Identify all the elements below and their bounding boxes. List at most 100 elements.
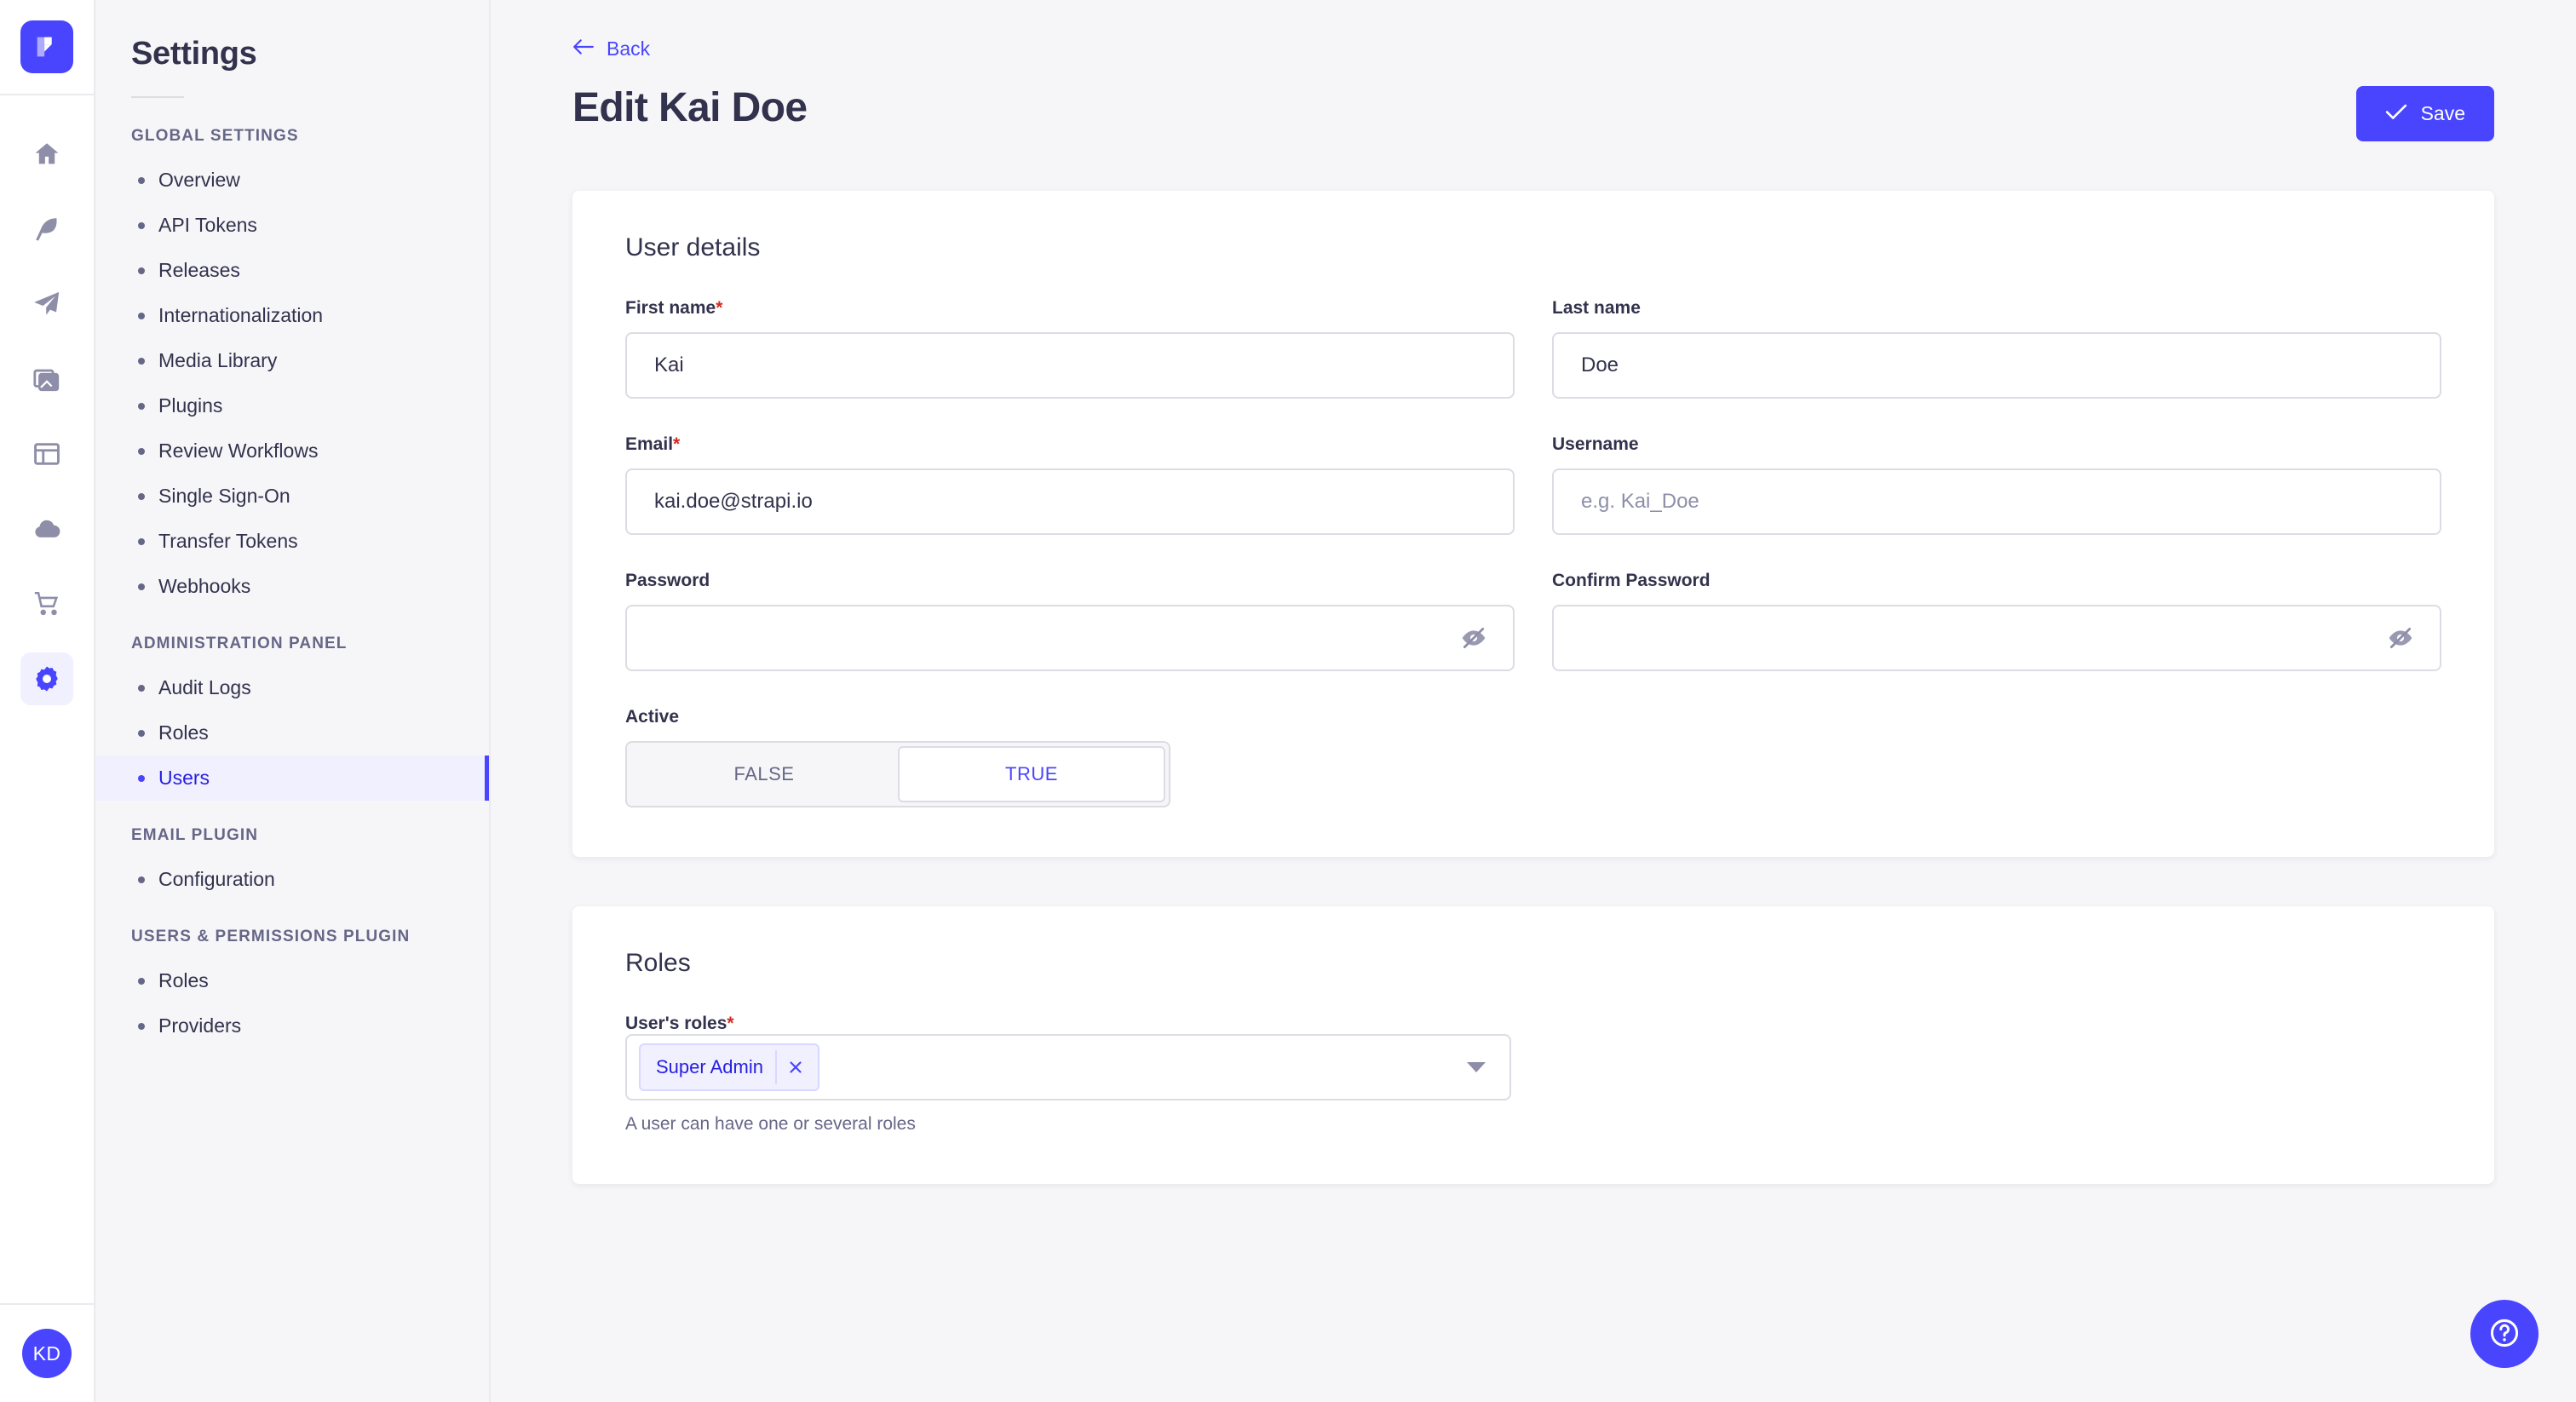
sidebar-item-roles[interactable]: Roles — [95, 710, 489, 756]
rail-item-list — [20, 128, 73, 1303]
password-input[interactable] — [625, 605, 1515, 671]
last-name-label: Last name — [1552, 298, 2441, 319]
bullet-icon — [138, 267, 145, 274]
bullet-icon — [138, 221, 145, 229]
bullet-icon — [138, 876, 145, 883]
bullet-icon — [138, 729, 145, 737]
role-tag-super-admin[interactable]: Super Admin — [639, 1043, 819, 1091]
active-field: Active FALSE TRUE — [625, 707, 1515, 807]
username-input[interactable] — [1552, 468, 2441, 535]
sidebar-item-releases[interactable]: Releases — [95, 248, 489, 293]
cards-container: User details First name* Last name — [491, 191, 2576, 1184]
eye-off-icon[interactable] — [2382, 619, 2419, 657]
first-name-label: First name* — [625, 298, 1515, 319]
close-icon[interactable] — [774, 1050, 814, 1084]
sidebar-item-single-sign-on[interactable]: Single Sign-On — [95, 474, 489, 519]
confirm-password-label: Confirm Password — [1552, 571, 2441, 591]
eye-off-icon[interactable] — [1455, 619, 1492, 657]
media-image-icon[interactable] — [20, 353, 73, 405]
sidebar-section-administration-panel: ADMINISTRATION PANEL Audit Logs Roles Us… — [95, 635, 489, 801]
bullet-icon — [138, 537, 145, 545]
user-details-card: User details First name* Last name — [572, 191, 2494, 857]
label-text: Username — [1552, 434, 1639, 454]
user-details-grid: First name* Last name — [625, 298, 2441, 807]
strapi-logo-icon[interactable] — [20, 20, 73, 73]
confirm-password-input[interactable] — [1552, 605, 2441, 671]
feather-icon[interactable] — [20, 203, 73, 256]
first-name-input[interactable] — [625, 332, 1515, 399]
user-roles-combobox[interactable]: Super Admin — [625, 1034, 1511, 1100]
sidebar-item-media-library[interactable]: Media Library — [95, 338, 489, 383]
shopping-cart-icon[interactable] — [20, 577, 73, 630]
label-text: Confirm Password — [1552, 571, 1711, 590]
email-input-wrap — [625, 468, 1515, 535]
label-text: User's roles — [625, 1014, 727, 1033]
active-label: Active — [625, 707, 680, 727]
help-button[interactable] — [2470, 1300, 2539, 1368]
role-tag-label: Super Admin — [656, 1056, 763, 1077]
avatar[interactable]: KD — [22, 1329, 72, 1378]
sidebar-item-overview[interactable]: Overview — [95, 158, 489, 203]
user-details-title: User details — [625, 233, 761, 261]
cloud-icon[interactable] — [20, 503, 73, 555]
last-name-input[interactable] — [1552, 332, 2441, 399]
sidebar-item-label: Releases — [158, 259, 240, 281]
sidebar-item-plugins[interactable]: Plugins — [95, 383, 489, 428]
chevron-down-icon[interactable] — [1467, 1062, 1486, 1072]
roles-title: Roles — [625, 949, 691, 977]
sidebar-item-label: Single Sign-On — [158, 485, 290, 507]
page-header: Back Edit Kai Doe Save — [491, 0, 2576, 141]
roles-field: User's roles* Super Admin — [625, 1014, 1511, 1135]
title-row: Edit Kai Doe Save — [572, 85, 2494, 141]
sidebar-item-internationalization[interactable]: Internationalization — [95, 293, 489, 338]
question-mark-icon — [2488, 1317, 2521, 1352]
sidebar-item-providers[interactable]: Providers — [95, 1003, 489, 1049]
paper-plane-icon[interactable] — [20, 278, 73, 330]
active-toggle-false[interactable]: FALSE — [630, 746, 898, 802]
sidebar-header: Settings — [95, 0, 489, 98]
password-field: Password — [625, 571, 1515, 671]
sidebar-item-label: Internationalization — [158, 304, 324, 326]
username-field: Username — [1552, 434, 2441, 535]
sidebar-item-label: Transfer Tokens — [158, 530, 298, 552]
back-label: Back — [607, 37, 651, 60]
gear-icon[interactable] — [20, 652, 73, 705]
section-label: USERS & PERMISSIONS PLUGIN — [131, 928, 411, 945]
sidebar-item-audit-logs[interactable]: Audit Logs — [95, 665, 489, 710]
layout-icon[interactable] — [20, 428, 73, 480]
sidebar-item-label: Plugins — [158, 394, 223, 417]
active-toggle-group[interactable]: FALSE TRUE — [625, 741, 1170, 807]
sidebar-item-review-workflows[interactable]: Review Workflows — [95, 428, 489, 474]
sidebar-item-label: Configuration — [158, 868, 275, 890]
section-label: GLOBAL SETTINGS — [131, 127, 299, 145]
logo-container[interactable] — [0, 0, 94, 95]
label-text: Email — [625, 434, 674, 454]
first-name-field: First name* — [625, 298, 1515, 399]
active-toggle-true[interactable]: TRUE — [898, 746, 1165, 802]
sidebar-item-users[interactable]: Users — [95, 756, 489, 801]
avatar-container[interactable]: KD — [0, 1303, 94, 1402]
sidebar-section-global-settings: GLOBAL SETTINGS Overview API Tokens Rele… — [95, 127, 489, 609]
save-button[interactable]: Save — [2355, 86, 2494, 141]
required-asterisk: * — [716, 298, 723, 318]
sidebar-title: Settings — [131, 36, 257, 72]
bullet-icon — [138, 402, 145, 410]
sidebar-item-up-roles[interactable]: Roles — [95, 958, 489, 1003]
sidebar-item-webhooks[interactable]: Webhooks — [95, 564, 489, 609]
save-label: Save — [2420, 102, 2465, 124]
sidebar-item-configuration[interactable]: Configuration — [95, 857, 489, 902]
sidebar-item-label: Roles — [158, 969, 209, 991]
last-name-field: Last name — [1552, 298, 2441, 399]
user-roles-label: User's roles* — [625, 1014, 734, 1033]
sidebar-item-label: Users — [158, 767, 210, 789]
back-link[interactable]: Back — [572, 37, 650, 60]
email-input[interactable] — [625, 468, 1515, 535]
label-text: Last name — [1552, 298, 1641, 318]
sidebar-item-label: Roles — [158, 721, 209, 744]
sidebar-item-label: Media Library — [158, 349, 278, 371]
sidebar-item-api-tokens[interactable]: API Tokens — [95, 203, 489, 248]
sidebar-item-transfer-tokens[interactable]: Transfer Tokens — [95, 519, 489, 564]
required-asterisk: * — [727, 1014, 734, 1033]
home-icon[interactable] — [20, 128, 73, 181]
